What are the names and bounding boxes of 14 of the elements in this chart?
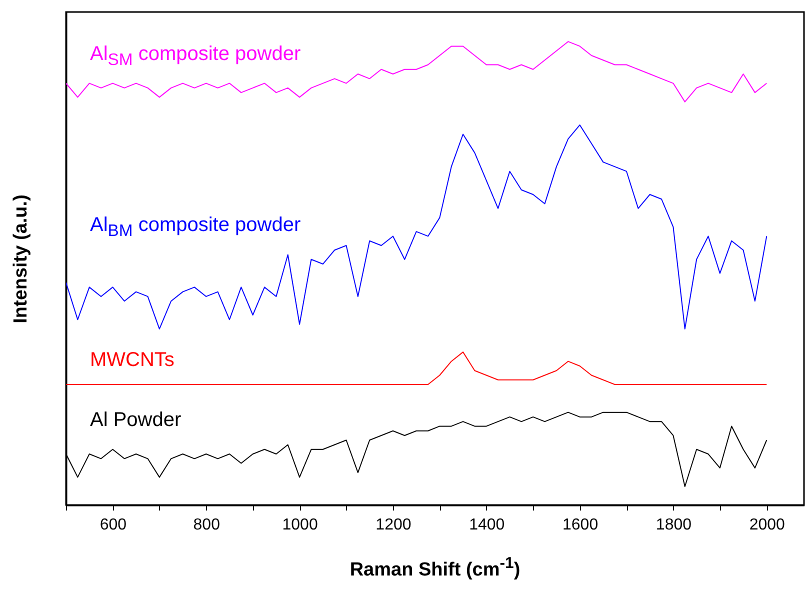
series-label: MWCNTs <box>90 348 174 370</box>
x-tick-label: 600 <box>100 516 127 534</box>
x-tick-label: 1200 <box>376 516 412 534</box>
series-label: Al$_{BM}$ composite powder <box>90 214 301 242</box>
x-tick-label: 1400 <box>469 516 505 534</box>
x-axis-title: Raman Shift (cm$^{-1}$) <box>350 555 520 582</box>
series-label: Al Powder <box>90 408 182 431</box>
series-label: Al$_{SM}$ composite powder <box>90 42 301 71</box>
x-tick-label: 800 <box>193 516 220 534</box>
x-tick-label: 1600 <box>562 516 598 534</box>
x-tick-label: 2000 <box>749 516 786 534</box>
y-axis-title: Intensity (a.u.) <box>10 194 32 324</box>
x-tick-label: 1000 <box>282 516 318 534</box>
x-tick-label: 1800 <box>656 516 692 534</box>
